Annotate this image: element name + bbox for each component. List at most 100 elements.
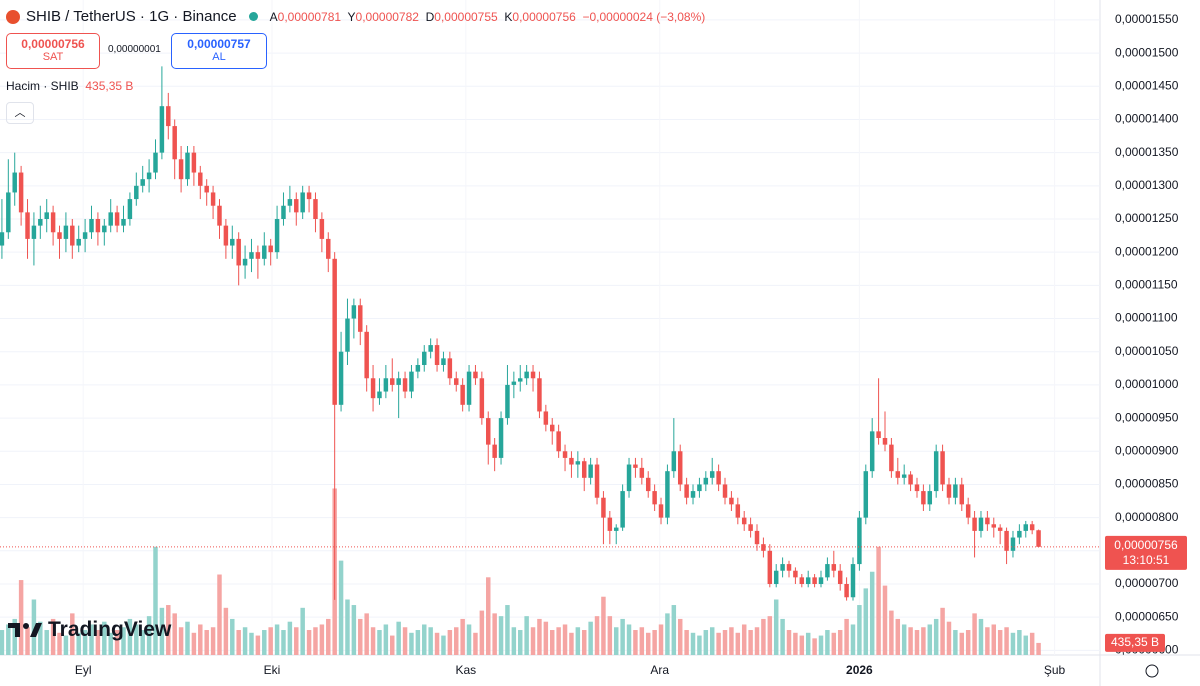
sell-button[interactable]: 0,00000756 SAT [6,33,100,69]
candle-body [505,384,510,419]
candle [837,564,843,591]
volume-bar [409,632,414,655]
volume-bar [716,632,721,655]
brand-name: TradingView [48,618,172,641]
candle [402,371,408,399]
y-tick-label: 0,00001550 [1115,12,1179,26]
candle [255,245,261,279]
volume-bar [390,635,395,655]
volume-bar [882,585,888,655]
candle [102,218,107,246]
x-axis-band [0,655,1200,686]
candle-body [95,218,101,233]
candle [588,457,593,485]
volume-bar [492,613,497,655]
volume-bar [921,627,926,655]
y-tick-label: 0,00001500 [1115,45,1179,59]
volume-bar [773,599,779,655]
candle [556,424,561,458]
candle [396,371,401,419]
candle-body [326,238,331,259]
candle [562,444,568,472]
y-tick-label: 0,00001300 [1115,178,1179,192]
candle-body [613,527,619,531]
candle-body [780,564,785,571]
candle [210,185,216,219]
sell-price: 0,00000756 [21,37,85,51]
candle-body [620,491,625,528]
candle-body [882,437,888,445]
candle [44,199,49,233]
volume-bar [383,624,389,655]
volume-bar [114,630,120,655]
candle-body [358,305,363,332]
collapse-button[interactable]: ︿ [6,102,34,124]
candle [1036,529,1041,548]
volume-bar [671,605,677,655]
volume-bar [319,624,325,655]
candle-body [901,474,907,478]
candle-body [556,431,561,452]
candle [978,510,984,538]
settings-button[interactable] [1145,664,1159,678]
volume-bar [191,632,197,655]
volume-bar [895,618,901,655]
volume-bar [294,627,299,655]
candle [773,564,779,588]
y-tick-label: 0,00000900 [1115,443,1179,457]
volume-bar [914,630,920,655]
volume-bar [358,618,363,655]
candle [287,185,293,213]
candle [370,364,376,412]
candle-body [645,477,651,492]
candle-body [825,564,830,578]
candle [793,567,798,584]
candle [665,464,670,525]
buy-button[interactable]: 0,00000757 AL [171,33,267,69]
candle [620,484,625,531]
candle-body [639,467,645,478]
candle-body [581,461,587,478]
candle-body [102,225,107,233]
candle [735,497,741,525]
y-tick-label: 0,00001150 [1115,278,1178,292]
candle-body [908,474,913,485]
candle [479,371,485,425]
candle [1023,520,1029,538]
candle [172,119,177,180]
candle [358,298,363,346]
candle [486,411,491,465]
candle-body [479,378,485,419]
volume-bar [466,624,472,655]
volume-bar [607,616,613,655]
candle-body [601,497,606,518]
candle [300,185,305,219]
candle-body [543,411,549,425]
candle-body [716,471,721,485]
candle [921,484,926,511]
volume-bar [940,607,945,655]
candle [908,471,913,492]
volume-bar [985,627,990,655]
candle [959,477,965,511]
candle-body [665,471,670,518]
candle-body [748,524,753,531]
candle-body [857,517,862,565]
candle [511,371,517,399]
symbol[interactable]: SHIB / TetherUS · 1G · Binance [26,8,237,25]
candle-body [498,418,504,458]
candle-body [351,305,357,319]
volume-bar [805,632,811,655]
candle [607,510,613,545]
candle-body [198,172,203,186]
candle [345,298,350,365]
volume-bar [70,613,75,655]
volume-bar [857,605,862,655]
candle [581,457,587,492]
candle [1010,530,1016,558]
candle-body [230,238,235,246]
volume-bar [639,627,645,655]
candle-body [940,451,945,485]
candle [178,145,184,193]
